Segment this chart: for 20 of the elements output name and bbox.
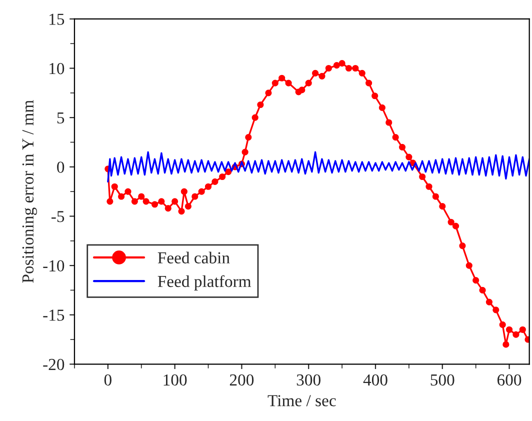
y-axis-title: Positioning error in Y / mm (22, 100, 37, 283)
y-tick-label: 15 (50, 14, 64, 25)
y-tick-label: -10 (43, 260, 64, 272)
legend-label: Feed platform (158, 275, 252, 290)
line-series (107, 151, 530, 183)
y-tick-label: 0 (57, 162, 64, 173)
y-tick-label: -20 (43, 358, 64, 370)
x-tick-label: 100 (164, 374, 187, 386)
y-tick-label: 10 (50, 62, 64, 74)
x-tick-label: 200 (230, 374, 254, 386)
y-tick-label: -5 (51, 211, 64, 222)
x-axis-title: Time / sec (268, 395, 336, 406)
x-tick-label: 400 (363, 374, 388, 386)
x-tick-label: 300 (296, 374, 320, 386)
y-tick-label: 5 (57, 112, 64, 124)
y-tick-label: -15 (43, 310, 64, 321)
legend-label: Feed cabin (158, 252, 230, 264)
x-tick-label: 500 (430, 374, 454, 386)
x-tick-label: 600 (497, 374, 522, 386)
x-tick-label: 0 (104, 374, 112, 386)
